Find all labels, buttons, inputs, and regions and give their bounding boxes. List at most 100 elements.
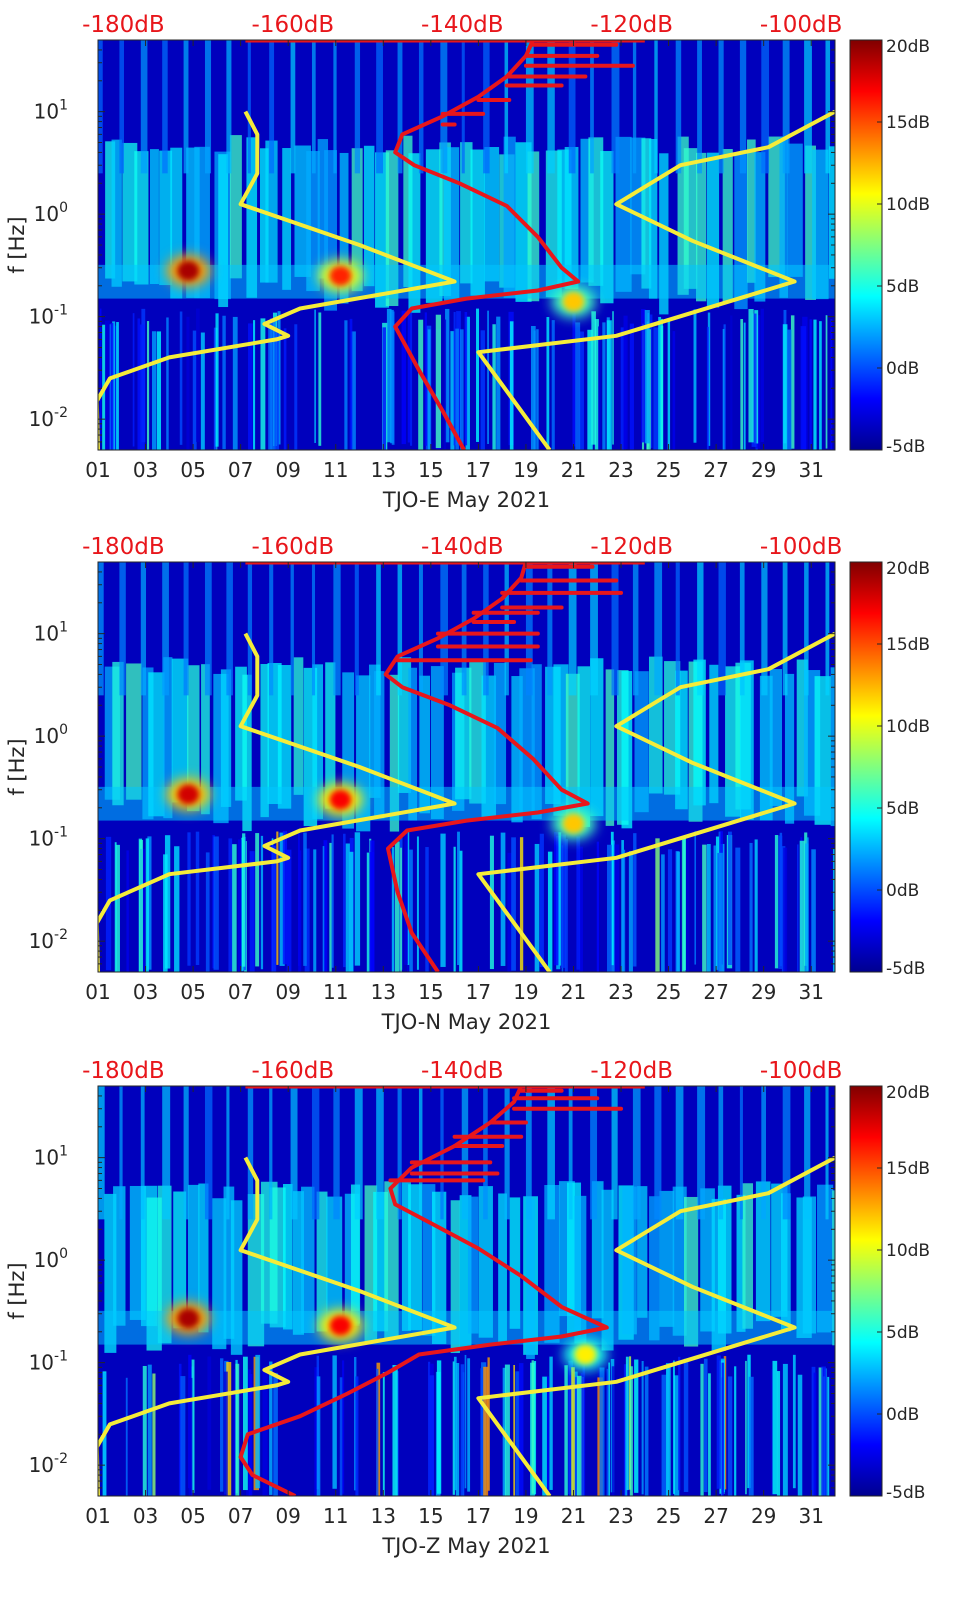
x-tick-label: 25 bbox=[656, 980, 681, 1004]
top-db-label: -180dB bbox=[82, 1058, 165, 1084]
x-tick-label: 27 bbox=[703, 458, 728, 482]
x-tick-label: 19 bbox=[513, 458, 538, 482]
y-tick-label: 10-2 bbox=[29, 1451, 68, 1477]
x-tick-label: 19 bbox=[513, 980, 538, 1004]
colorbar-tick-label: 10dB bbox=[886, 195, 930, 215]
x-tick-label: 31 bbox=[798, 458, 823, 482]
x-axis-label: TJO-E May 2021 bbox=[382, 488, 550, 512]
colorbar-tick-label: 5dB bbox=[886, 277, 919, 297]
y-tick-label: 100 bbox=[34, 722, 68, 748]
top-db-label: -100dB bbox=[760, 534, 843, 560]
x-tick-label: 29 bbox=[751, 458, 776, 482]
x-tick-label: 23 bbox=[608, 458, 633, 482]
panel-tjo-e: 01 03 05 07 09 11 13 15 17 19 21 23 25 27 29 31 TJO-E Ma… bbox=[5, 12, 930, 512]
colorbar-tick-label: 0dB bbox=[886, 1405, 919, 1425]
x-tick-label: 17 bbox=[466, 980, 491, 1004]
x-tick-label: 21 bbox=[561, 458, 586, 482]
x-tick-label: 27 bbox=[703, 1504, 728, 1528]
x-tick-label: 13 bbox=[371, 458, 396, 482]
panel-tjo-n: 01 03 05 07 09 11 13 15 17 19 21 23 25 27 29 31 TJO-N Ma… bbox=[5, 534, 930, 1034]
x-axis-label: TJO-Z May 2021 bbox=[381, 1534, 550, 1558]
x-axis-label: TJO-N May 2021 bbox=[381, 1010, 552, 1034]
x-tick-label: 01 bbox=[85, 1504, 110, 1528]
colorbar-tick-label: 5dB bbox=[886, 799, 919, 819]
y-axis-label: f [Hz] bbox=[5, 1262, 29, 1319]
top-db-label: -160dB bbox=[252, 1058, 335, 1084]
x-tick-label: 29 bbox=[751, 980, 776, 1004]
x-tick-label: 05 bbox=[180, 1504, 205, 1528]
x-tick-label: 07 bbox=[228, 458, 253, 482]
x-tick-label: 09 bbox=[275, 1504, 300, 1528]
x-tick-label: 27 bbox=[703, 980, 728, 1004]
colorbar-tick-label: 10dB bbox=[886, 1241, 930, 1261]
x-tick-label: 07 bbox=[228, 1504, 253, 1528]
panel-tjo-z: 01 03 05 07 09 11 13 15 17 19 21 23 25 27 29 31 TJO-Z Ma… bbox=[5, 1058, 930, 1558]
x-tick-label: 17 bbox=[466, 1504, 491, 1528]
x-tick-label: 05 bbox=[180, 458, 205, 482]
x-tick-label: 21 bbox=[561, 1504, 586, 1528]
x-tick-label: 23 bbox=[608, 1504, 633, 1528]
x-tick-label: 07 bbox=[228, 980, 253, 1004]
colorbar-gradient bbox=[849, 561, 883, 973]
x-tick-label: 25 bbox=[656, 458, 681, 482]
colorbar: 20dB 15dB 10dB 5dB 0dB -5dB bbox=[849, 37, 930, 457]
top-db-label: -140dB bbox=[421, 12, 504, 38]
colorbar-gradient bbox=[849, 39, 883, 451]
red-curve bbox=[383, 562, 590, 972]
colorbar-tick-label: 20dB bbox=[886, 559, 930, 579]
colorbar-tick-label: 15dB bbox=[886, 635, 930, 655]
x-tick-label: 29 bbox=[751, 1504, 776, 1528]
y-axis-label: f [Hz] bbox=[5, 216, 29, 273]
colorbar-tick-label: 10dB bbox=[886, 717, 930, 737]
colorbar-gradient bbox=[849, 1085, 883, 1497]
y-axis-label: f [Hz] bbox=[5, 738, 29, 795]
y-tick-label: 101 bbox=[34, 1144, 68, 1170]
yellow-curve-left bbox=[98, 632, 457, 972]
y-tick-label: 10-1 bbox=[29, 303, 68, 329]
colorbar-tick-label: 20dB bbox=[886, 37, 930, 57]
top-db-label: -100dB bbox=[760, 12, 843, 38]
curve-layer bbox=[98, 40, 835, 450]
x-tick-label: 25 bbox=[656, 1504, 681, 1528]
colorbar: 20dB 15dB 10dB 5dB 0dB -5dB bbox=[849, 1083, 930, 1503]
colorbar-tick-label: 0dB bbox=[886, 881, 919, 901]
x-tick-label: 03 bbox=[133, 1504, 158, 1528]
top-db-label: -120dB bbox=[590, 1058, 673, 1084]
x-tick-label: 09 bbox=[275, 980, 300, 1004]
red-curve bbox=[238, 1086, 609, 1496]
x-tick-label: 09 bbox=[275, 458, 300, 482]
y-tick-label: 10-1 bbox=[29, 1349, 68, 1375]
yellow-curve-left bbox=[98, 110, 457, 450]
colorbar-tick-label: 15dB bbox=[886, 1159, 930, 1179]
top-db-label: -140dB bbox=[421, 534, 504, 560]
y-tick-label: 10-1 bbox=[29, 825, 68, 851]
x-tick-label: 11 bbox=[323, 458, 348, 482]
y-tick-label: 100 bbox=[34, 1246, 68, 1272]
x-tick-label: 17 bbox=[466, 458, 491, 482]
colorbar-tick-label: -5dB bbox=[886, 959, 925, 979]
x-tick-label: 15 bbox=[418, 980, 443, 1004]
top-db-label: -160dB bbox=[252, 534, 335, 560]
yellow-curve-right bbox=[476, 631, 835, 972]
x-tick-label: 03 bbox=[133, 980, 158, 1004]
x-tick-label: 19 bbox=[513, 1504, 538, 1528]
yellow-curve-right bbox=[476, 109, 835, 450]
x-tick-label: 31 bbox=[798, 980, 823, 1004]
yellow-curve-right bbox=[476, 1155, 835, 1496]
spectrogram-image bbox=[98, 40, 835, 450]
spectrogram-image bbox=[98, 1086, 835, 1496]
colorbar-tick-label: 0dB bbox=[886, 359, 919, 379]
red-curve bbox=[393, 40, 581, 450]
top-db-label: -160dB bbox=[252, 12, 335, 38]
x-tick-label: 11 bbox=[323, 980, 348, 1004]
x-tick-label: 31 bbox=[798, 1504, 823, 1528]
y-tick-label: 100 bbox=[34, 200, 68, 226]
top-db-label: -120dB bbox=[590, 534, 673, 560]
y-tick-label: 10-2 bbox=[29, 405, 68, 431]
x-tick-label: 05 bbox=[180, 980, 205, 1004]
colorbar-tick-label: 20dB bbox=[886, 1083, 930, 1103]
x-tick-label: 15 bbox=[418, 458, 443, 482]
top-db-label: -100dB bbox=[760, 1058, 843, 1084]
x-tick-label: 01 bbox=[85, 458, 110, 482]
